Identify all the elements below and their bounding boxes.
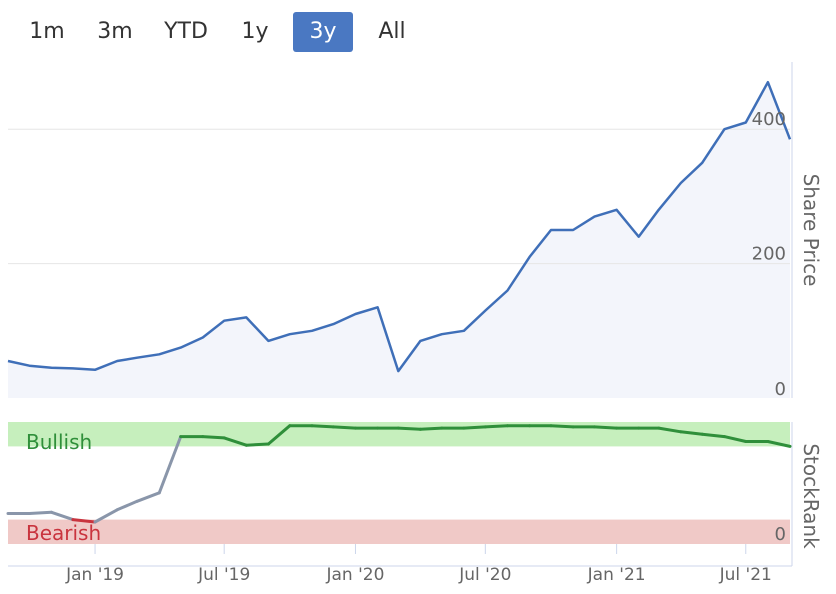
stockrank-line-segment	[722, 435, 748, 443]
stockrank-y-tick-label: 0	[775, 524, 786, 545]
stockrank-line-segment	[93, 508, 119, 524]
bearish-band-label: Bearish	[26, 521, 101, 545]
stockrank-line-segment	[157, 435, 183, 495]
range-selector: 1m 3m YTD 1y 3y All	[0, 10, 836, 54]
range-button-ytd[interactable]: YTD	[164, 19, 208, 44]
price-axis-label: Share Price	[799, 174, 823, 287]
stockrank-line-segment	[71, 518, 97, 524]
x-tick-label: Jan '21	[587, 565, 646, 585]
x-tick-label: Jan '19	[65, 565, 124, 585]
stockrank-line-segment	[483, 424, 509, 429]
stockrank-line-segment	[418, 426, 444, 431]
stockrank-line-segment	[50, 510, 75, 522]
bullish-band	[8, 422, 790, 447]
stockrank-line-segment	[222, 436, 248, 447]
price-series-line	[7, 80, 792, 373]
stockrank-line-segment	[135, 491, 161, 503]
stockrank-line-segment	[331, 425, 357, 430]
bullish-band-label: Bullish	[26, 430, 92, 454]
stockrank-line-segment	[700, 432, 726, 439]
stockrank-line-segment	[266, 424, 292, 446]
stockrank-line-segment	[201, 435, 226, 440]
range-button-1m[interactable]: 1m	[29, 19, 65, 44]
share-price-panel: 0 200 400 Share Price	[7, 62, 823, 400]
price-area-fill	[8, 82, 790, 398]
price-y-tick-label: 400	[752, 109, 786, 130]
price-y-tick-label: 200	[752, 244, 786, 265]
range-button-1y[interactable]: 1y	[241, 19, 269, 44]
stockrank-line-segment	[27, 510, 53, 515]
x-tick-label: Jul '19	[197, 565, 250, 585]
stockrank-panel: Bullish Bearish 0 StockRank	[6, 422, 823, 566]
stockrank-line-segment	[766, 440, 792, 448]
bearish-band	[8, 519, 790, 544]
stockrank-line-segment	[310, 424, 335, 429]
range-button-3m[interactable]: 3m	[97, 19, 133, 44]
stockrank-line-segment	[679, 430, 704, 436]
x-tick-label: Jan '20	[326, 565, 385, 585]
range-button-all[interactable]: All	[378, 19, 406, 44]
stockrank-line-segment	[462, 425, 487, 430]
stockrank-line-segment	[244, 442, 270, 447]
x-axis: Jan '19 Jul '19 Jan '20 Jul '20 Jan '21 Jul '…	[65, 544, 772, 585]
stockrank-line-segment	[657, 426, 683, 434]
price-y-tick-label: 0	[775, 379, 786, 400]
range-button-3y[interactable]: 3y	[293, 12, 353, 52]
x-tick-label: Jul '20	[458, 565, 511, 585]
stockrank-line-segment	[549, 424, 575, 429]
stockrank-line-segment	[593, 425, 619, 430]
stockrank-line-segment	[396, 426, 422, 431]
x-tick-label: Jul '21	[719, 565, 772, 585]
stockrank-axis-label: StockRank	[799, 443, 823, 549]
stockrank-line-segment	[115, 499, 139, 512]
